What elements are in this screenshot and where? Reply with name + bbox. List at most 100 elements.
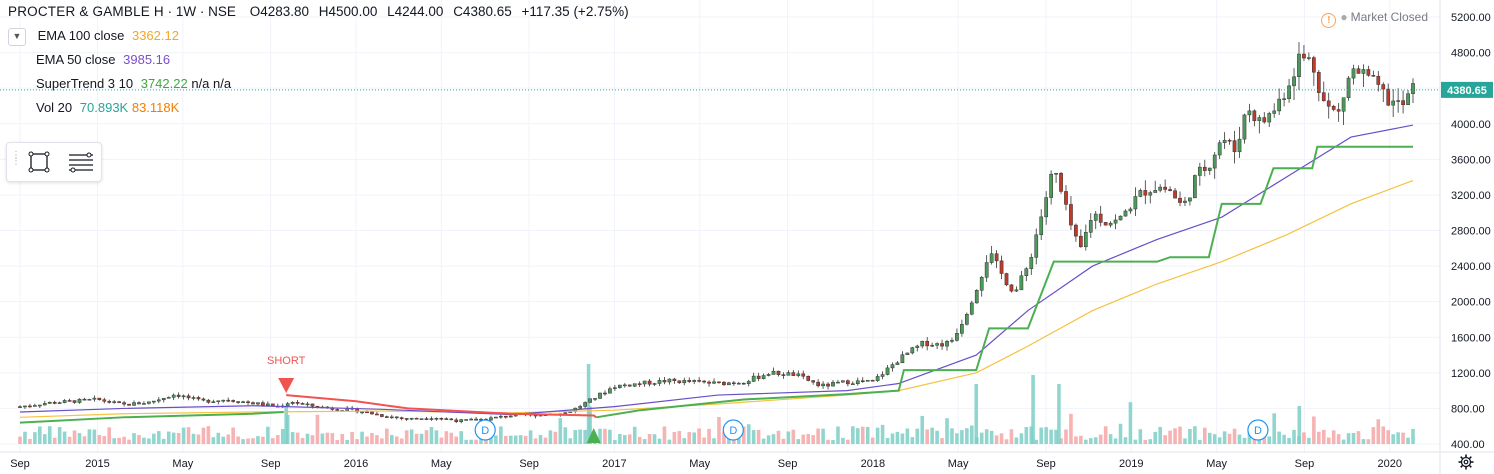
- drag-handle-icon[interactable]: ⋮ ⋮: [11, 150, 21, 167]
- candle-body: [796, 373, 801, 376]
- volume-bar: [1009, 429, 1014, 444]
- volume-bar: [33, 432, 37, 444]
- candle-body: [360, 411, 364, 414]
- rectangle-tool-icon[interactable]: [27, 150, 51, 174]
- volume-bar: [221, 436, 226, 444]
- candle-body: [370, 411, 374, 415]
- candle-body: [87, 398, 92, 401]
- volume-bar: [642, 439, 647, 444]
- collapse-legend-button[interactable]: ▼: [8, 27, 26, 46]
- interval-label[interactable]: 1W: [175, 4, 197, 19]
- candle: [181, 394, 186, 400]
- gear-icon[interactable]: [1458, 454, 1474, 470]
- candle: [960, 319, 964, 337]
- candle-body: [1326, 100, 1331, 107]
- candle: [687, 377, 692, 384]
- candle-body: [960, 324, 964, 334]
- candle: [846, 379, 850, 387]
- volume-bar: [1272, 413, 1276, 444]
- candle-body: [865, 379, 870, 382]
- volume-bar: [608, 429, 612, 444]
- volume-bar: [117, 437, 121, 444]
- candle: [1227, 138, 1232, 145]
- volume-bar: [518, 435, 523, 444]
- candle-body: [850, 383, 855, 385]
- volume-bar: [157, 431, 161, 444]
- indicator-ema100[interactable]: ▼ EMA 100 close 3362.12: [8, 24, 635, 48]
- candle: [226, 397, 231, 403]
- candle: [900, 351, 905, 364]
- candle-body: [1272, 110, 1277, 114]
- volume-bar: [394, 436, 399, 444]
- settings-lines-icon[interactable]: [67, 150, 95, 174]
- candle-body: [632, 383, 637, 387]
- candle: [746, 379, 751, 387]
- candle: [1267, 111, 1272, 127]
- volume-bar: [746, 424, 751, 444]
- volume-bar: [865, 426, 870, 444]
- volume-bar: [464, 439, 468, 444]
- indicator-value: 3742.22: [140, 76, 188, 91]
- volume-bar: [776, 430, 781, 444]
- price-candles: [18, 42, 1415, 424]
- indicator-supertrend[interactable]: SuperTrend 3 10 3742.22 n/a n/a: [8, 72, 635, 96]
- candle: [741, 382, 746, 385]
- candle-body: [1341, 97, 1346, 112]
- candle-body: [37, 404, 42, 407]
- candle-body: [1083, 232, 1088, 248]
- symbol-name[interactable]: PROCTER & GAMBLE H: [8, 4, 164, 19]
- candle: [796, 370, 801, 378]
- volume-bar: [1034, 439, 1039, 444]
- candle-body: [1173, 190, 1177, 199]
- candle: [1088, 213, 1093, 238]
- time-tick-label: 2015: [85, 458, 109, 470]
- indicator-lines: [0, 89, 1440, 424]
- indicator-ema50[interactable]: EMA 50 close 3985.16: [8, 48, 635, 72]
- candle: [1341, 97, 1346, 125]
- volume-bar: [1401, 432, 1405, 444]
- candle: [1326, 92, 1331, 119]
- candle-body: [702, 380, 706, 383]
- market-status[interactable]: ! ● Market Closed: [1321, 10, 1428, 28]
- chevron-down-icon: ▼: [12, 30, 22, 41]
- volume-bar: [1064, 429, 1068, 444]
- volume-bar: [102, 436, 107, 444]
- volume-bar: [142, 437, 146, 444]
- volume-bar: [806, 434, 811, 444]
- volume-bar: [320, 433, 325, 444]
- candle: [1083, 224, 1088, 251]
- drawing-toolbox[interactable]: ⋮ ⋮: [6, 142, 102, 182]
- candle: [831, 380, 835, 387]
- volume-bar: [841, 437, 845, 444]
- candle-body: [216, 400, 221, 403]
- candle: [28, 403, 32, 408]
- volume-bar: [429, 426, 434, 444]
- volume-bar: [900, 433, 905, 444]
- candle: [1331, 104, 1336, 112]
- candle-body: [1207, 167, 1212, 171]
- volume-bar: [702, 437, 706, 444]
- candle-body: [1302, 53, 1306, 59]
- volume-bar: [1232, 428, 1237, 444]
- volume-bar: [583, 429, 587, 444]
- volume-bar: [147, 438, 151, 444]
- dividend-marker-icon: [722, 419, 744, 441]
- candle: [702, 380, 706, 384]
- candle-body: [449, 418, 454, 421]
- candle: [860, 377, 865, 383]
- volume-bar: [439, 437, 444, 444]
- volume-bar: [67, 436, 72, 444]
- volume-bar: [166, 431, 171, 444]
- volume-bar: [722, 431, 726, 444]
- candle-body: [920, 340, 925, 347]
- candle-body: [821, 383, 825, 387]
- indicator-volume[interactable]: Vol 20 70.893K 83.118K: [8, 96, 635, 120]
- volume-bar: [409, 429, 414, 444]
- volume-bar: [960, 430, 964, 444]
- candle: [1351, 64, 1356, 85]
- candle: [999, 255, 1004, 280]
- open-value: O4283.80: [249, 4, 310, 19]
- candle: [196, 395, 201, 401]
- candle-body: [751, 375, 756, 382]
